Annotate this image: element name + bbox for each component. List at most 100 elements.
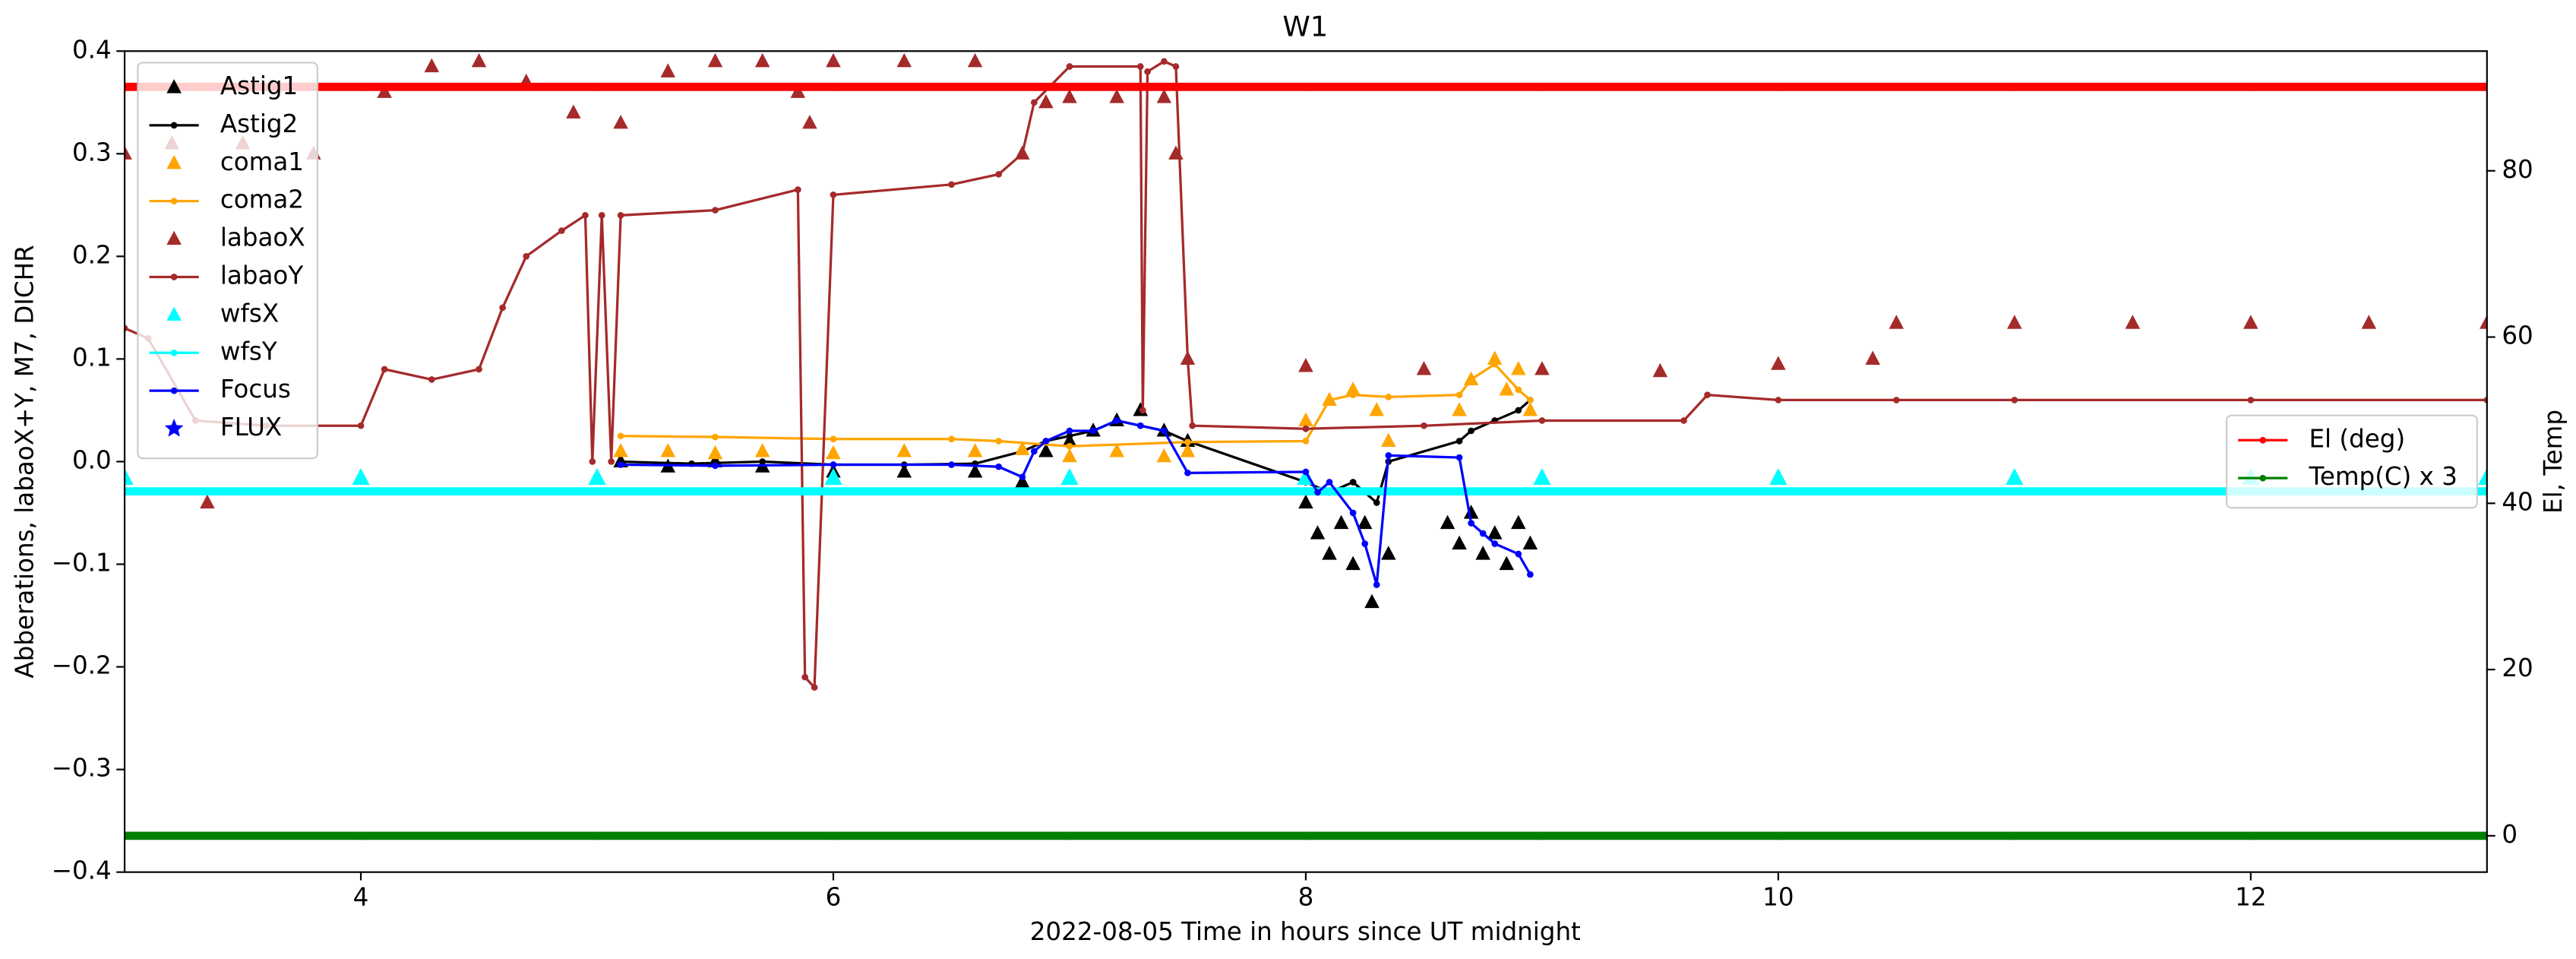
dot-marker: [1065, 831, 1074, 840]
dot-marker: [712, 433, 719, 441]
dot-marker: [1893, 397, 1900, 404]
legend-label: Focus: [220, 375, 291, 404]
triangle-marker: [1463, 505, 1479, 519]
series: [617, 360, 1534, 450]
dot-marker: [1456, 391, 1463, 399]
triangle-marker: [1298, 494, 1313, 509]
series: [613, 350, 1538, 463]
legend-label: wfsY: [220, 337, 277, 366]
dot-marker: [593, 831, 602, 840]
dot-marker: [830, 461, 837, 468]
triangle-marker: [707, 52, 723, 68]
dot-marker: [1144, 68, 1151, 75]
dot-marker: [523, 253, 530, 260]
triangle-marker: [166, 306, 182, 321]
dot-marker: [593, 487, 602, 496]
dot-marker: [995, 170, 1003, 178]
dot-marker: [2483, 831, 2487, 840]
y-tick-label: 0.1: [72, 343, 112, 372]
dot-marker: [1680, 417, 1687, 424]
triangle-marker: [1062, 89, 1077, 103]
triangle-marker: [707, 445, 723, 460]
triangle-marker: [1038, 93, 1054, 109]
legend-label: Astig1: [220, 71, 298, 100]
triangle-marker: [1345, 555, 1361, 571]
dot-marker: [1301, 831, 1310, 840]
series: [613, 402, 1538, 609]
triangle-marker: [125, 145, 132, 160]
dot-marker: [1184, 438, 1191, 446]
triangle-marker: [754, 443, 770, 457]
series: [125, 487, 2487, 496]
triangle-marker: [471, 52, 487, 68]
dot-marker: [1479, 530, 1487, 537]
triangle-marker: [1889, 315, 1904, 329]
triangle-marker: [2243, 315, 2258, 329]
triangle-marker: [896, 443, 912, 457]
dot-marker: [1189, 422, 1196, 429]
x-axis-label: 2022-08-05 Time in hours since UT midnig…: [1030, 917, 1581, 946]
triangle-marker: [1522, 402, 1538, 416]
dot-marker: [381, 366, 388, 373]
dot-marker: [1042, 438, 1050, 445]
y2-tick-label: 0: [2502, 820, 2518, 849]
dot-marker: [948, 181, 955, 188]
triangle-marker: [1511, 361, 1526, 375]
dot-marker: [558, 227, 565, 234]
triangle-marker: [1487, 525, 1503, 540]
dot-marker: [1774, 82, 1783, 91]
legend-label: Temp(C) x 3: [2309, 462, 2457, 491]
dot-marker: [1774, 831, 1783, 840]
legend-label: labaoX: [220, 223, 305, 252]
dot-marker: [1538, 417, 1546, 424]
legend-label: wfsX: [220, 299, 279, 328]
x-tick-label: 8: [1298, 882, 1314, 911]
series-line: [621, 362, 1531, 448]
dot-marker: [1527, 397, 1534, 404]
triangle-marker: [896, 464, 912, 478]
dot-marker: [829, 831, 838, 840]
dot-marker: [476, 366, 482, 373]
triangle-marker: [660, 443, 676, 457]
dot-marker: [1385, 394, 1392, 400]
dot-marker: [2247, 397, 2255, 404]
dot-marker: [1161, 58, 1168, 65]
triangle-marker: [967, 52, 983, 68]
triangle-marker: [1060, 468, 1079, 486]
dot-marker: [948, 461, 955, 468]
triangle-marker: [1771, 356, 1786, 370]
dot-marker: [811, 684, 818, 691]
dot-marker: [1468, 520, 1474, 527]
triangle-marker: [1038, 443, 1054, 457]
triangle-marker: [1062, 432, 1077, 448]
triangle-marker: [1452, 535, 1467, 550]
triangle-marker: [1364, 593, 1380, 609]
triangle-marker: [588, 468, 606, 486]
dot-marker: [1184, 356, 1191, 362]
triangle-marker: [1452, 402, 1467, 416]
dot-marker: [1089, 427, 1097, 435]
y-tick-label: −0.3: [52, 754, 112, 783]
dot-marker: [1538, 487, 1547, 496]
triangle-marker: [660, 63, 676, 78]
triangle-marker: [2361, 315, 2377, 329]
triangle-marker: [754, 52, 770, 68]
axes: 4 6 8 10 12 −0.4 −0.3 −0.2 −0.1 0.0 0.1 0.2 0.3 0.4 0 2…: [52, 35, 2533, 911]
triangle-marker: [352, 468, 370, 486]
dot-marker: [593, 82, 602, 91]
triangle-marker: [1180, 443, 1196, 457]
triangle-marker: [1014, 473, 1030, 489]
dot-marker: [170, 274, 178, 280]
y-tick-label: −0.1: [52, 549, 112, 578]
triangle-marker: [802, 114, 817, 129]
y2-tick-label: 20: [2502, 654, 2533, 682]
dot-marker: [2483, 487, 2487, 496]
triangle-marker: [1298, 358, 1313, 372]
dot-marker: [995, 438, 1003, 445]
y-tick-label: 0.4: [72, 35, 112, 64]
dot-marker: [589, 458, 596, 465]
series-line: [125, 59, 2487, 691]
dot-marker: [1515, 550, 1522, 558]
dot-marker: [948, 435, 955, 443]
